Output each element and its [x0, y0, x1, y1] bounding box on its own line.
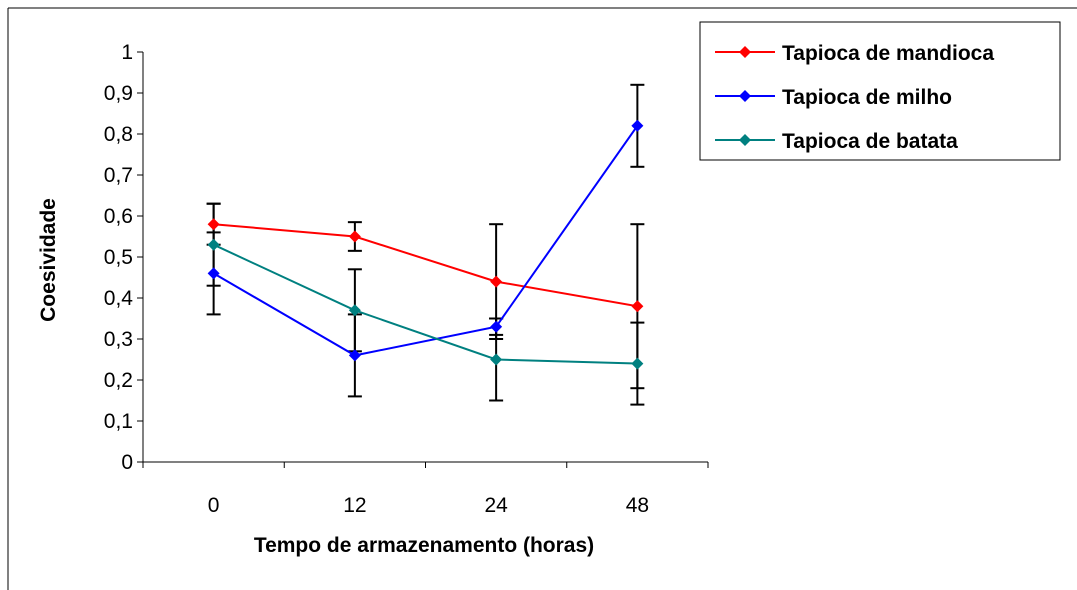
legend-marker-tapioca-de-milho [739, 90, 751, 102]
legend-label-tapioca-de-batata: Tapioca de batata [782, 130, 958, 153]
y-tick-label: 1 [121, 41, 133, 64]
y-tick-label: 0,3 [104, 328, 133, 351]
legend-label-tapioca-de-milho: Tapioca de milho [782, 86, 952, 109]
series-lines [213, 125, 639, 365]
y-tick-label: 0,1 [104, 410, 133, 433]
data-point-tapioca-de-batata [490, 353, 503, 366]
legend: Tapioca de mandioca Tapioca de milho Tapio… [699, 21, 1061, 161]
x-axis-title: Tempo de armazenamento (horas) [254, 534, 594, 557]
y-tick-label: 0,7 [104, 164, 133, 187]
x-tick-label: 48 [626, 494, 649, 517]
x-tick-label: 12 [343, 494, 366, 517]
y-tick-label: 0 [121, 451, 133, 474]
data-point-tapioca-de-milho [207, 267, 220, 280]
legend-box [699, 21, 1061, 161]
y-tick-label: 0,8 [104, 123, 133, 146]
series-line-tapioca-de-batata [213, 243, 638, 365]
data-point-tapioca-de-mandioca [348, 230, 361, 243]
data-point-tapioca-de-mandioca [207, 218, 220, 231]
series-line-tapioca-de-milho [213, 125, 639, 357]
y-tick-label: 0,6 [104, 205, 133, 228]
axes: 0 0,1 0,2 0,3 0,4 0,5 0,6 0,7 0,8 0,9 1 0 12 24 48 [104, 41, 709, 517]
data-point-tapioca-de-batata [631, 357, 644, 370]
series-markers [207, 119, 644, 370]
legend-marker-tapioca-de-mandioca [739, 46, 751, 58]
y-tick-label: 0,2 [104, 369, 133, 392]
data-point-tapioca-de-batata [348, 304, 361, 317]
data-point-tapioca-de-batata [207, 238, 220, 251]
y-tick-label: 0,5 [104, 246, 133, 269]
error-bars [206, 83, 645, 406]
series-line-tapioca-de-mandioca [213, 223, 638, 308]
x-tick-label: 0 [208, 494, 220, 517]
data-point-tapioca-de-milho [490, 320, 503, 333]
legend-marker-tapioca-de-batata [739, 134, 751, 146]
y-tick-label: 0,4 [104, 287, 134, 310]
data-point-tapioca-de-milho [631, 119, 644, 132]
data-point-tapioca-de-mandioca [631, 300, 644, 313]
y-axis-title: Coesividade [37, 198, 60, 322]
x-tick-label: 24 [484, 494, 508, 517]
legend-label-tapioca-de-mandioca: Tapioca de mandioca [782, 42, 994, 65]
data-point-tapioca-de-milho [348, 349, 361, 362]
data-point-tapioca-de-mandioca [490, 275, 503, 288]
y-tick-label: 0,9 [104, 82, 133, 105]
